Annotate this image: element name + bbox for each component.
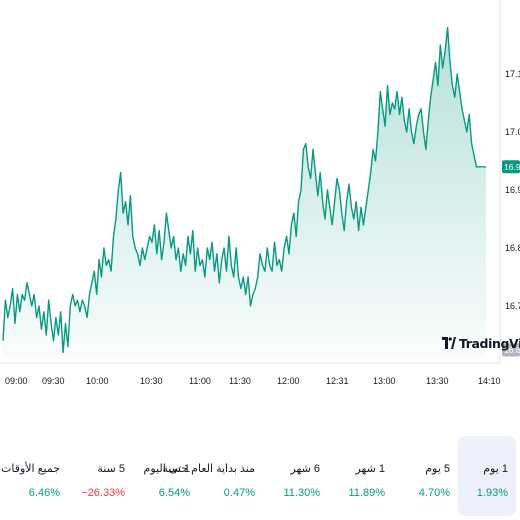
low-price-tag: 16.62: [502, 343, 520, 357]
x-tick-label: 13:30: [426, 376, 449, 386]
period-ytd[interactable]: منذ بداية العام حتى اليوم 0.47%: [143, 436, 263, 516]
tradingview-logo-text: TradingView: [459, 335, 520, 351]
period-label: 1 سنة: [162, 463, 190, 475]
last-price-tag: 16.94: [502, 160, 520, 174]
tradingview-logo[interactable]: TradingView: [442, 333, 520, 353]
period-value: 11.89%: [348, 487, 386, 499]
period-label: 5 يوم: [425, 463, 450, 475]
period-label: 6 شهر: [290, 463, 320, 475]
svg-text:16.62: 16.62: [504, 345, 520, 355]
period-6m[interactable]: 6 شهر 11.30%: [263, 436, 328, 516]
x-tick-label: 10:00: [86, 376, 109, 386]
tradingview-mark-icon: [442, 337, 456, 349]
y-tick-label: 16.80: [505, 243, 520, 253]
period-value: 6.46%: [28, 487, 60, 499]
y-tick-label: 17.10: [505, 69, 520, 79]
period-5d[interactable]: 5 يوم 4.70%: [393, 436, 458, 516]
period-label: منذ بداية العام حتى اليوم: [143, 463, 255, 475]
y-tick-label: 17.00: [505, 127, 520, 137]
period-value: 0.47%: [223, 487, 255, 499]
period-value: 11.30%: [283, 487, 321, 499]
period-value: 6.54%: [158, 487, 190, 499]
x-tick-label: 12:31: [326, 376, 349, 386]
period-label: 1 يوم: [483, 463, 508, 475]
x-tick-label: 13:00: [373, 376, 396, 386]
period-value: 4.70%: [418, 487, 450, 499]
x-tick-label: 09:00: [5, 376, 28, 386]
y-tick-label: 16.70: [505, 301, 520, 311]
price-area-fill: [3, 27, 486, 358]
period-label: جميع الأوقات: [1, 463, 60, 475]
x-tick-label: 11:30: [229, 376, 251, 386]
x-tick-label: 12:00: [277, 376, 300, 386]
period-5y[interactable]: 5 سنة −26.33%: [68, 436, 133, 516]
x-tick-label: 09:30: [42, 376, 65, 386]
x-tick-label: 10:30: [140, 376, 163, 386]
period-1d[interactable]: 1 يوم 1.93%: [458, 436, 516, 516]
svg-text:16.94: 16.94: [504, 162, 520, 172]
x-tick-label: 11:00: [189, 376, 211, 386]
period-1m[interactable]: 1 شهر 11.89%: [328, 436, 393, 516]
y-tick-label: 16.90: [505, 185, 520, 195]
period-1y[interactable]: 1 سنة 6.54%: [133, 436, 198, 516]
period-label: 1 شهر: [355, 463, 385, 475]
period-value: −26.33%: [81, 487, 125, 499]
price-chart[interactable]: 17.10 17.00 16.90 16.80 16.70 09:00 09:30 10:0…: [0, 0, 520, 420]
performance-periods: 1 يوم 1.93% 5 يوم 4.70% 1 شهر 11.89% 6 ش…: [0, 436, 520, 516]
period-label: 5 سنة: [97, 463, 125, 475]
price-line: [2, 26, 486, 354]
period-value: 1.93%: [476, 487, 508, 499]
period-all[interactable]: جميع الأوقات 6.46%: [1, 436, 68, 516]
x-tick-label: 14:10: [478, 376, 501, 386]
